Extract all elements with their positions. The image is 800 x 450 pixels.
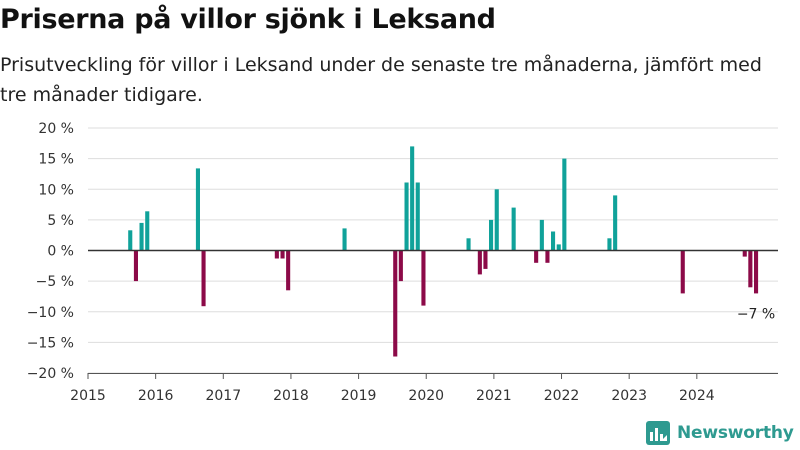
x-tick-label: 2016 (138, 388, 174, 404)
bar (195, 168, 200, 251)
bar (274, 250, 279, 259)
bar (201, 250, 206, 307)
bar (280, 250, 285, 259)
bar (742, 250, 747, 257)
bar (421, 250, 426, 306)
bar (128, 230, 133, 251)
bar (415, 182, 420, 251)
y-tick-label: 5 % (47, 213, 74, 229)
bar (145, 211, 150, 251)
y-tick-label: −20 % (27, 366, 74, 382)
x-tick-label: 2023 (611, 388, 647, 404)
bar (466, 238, 471, 251)
x-tick-label: 2022 (544, 388, 580, 404)
bar (539, 219, 544, 251)
y-tick-label: −10 % (27, 305, 74, 321)
chart-subtitle: Prisutveckling för villor i Leksand unde… (0, 54, 762, 106)
y-tick-label: −15 % (27, 335, 74, 351)
logo-text: Newsworthy (677, 423, 794, 443)
bar (754, 250, 759, 294)
y-tick-label: 10 % (38, 182, 74, 198)
bar (398, 250, 403, 282)
bar (410, 146, 415, 251)
bar (556, 244, 561, 251)
bar (489, 219, 494, 251)
latest-value-annotation: −7 % (737, 306, 775, 322)
bar (342, 228, 347, 251)
chart-title: Priserna på villor sjönk i Leksand (0, 4, 496, 35)
x-tick-label: 2024 (679, 388, 715, 404)
bar (551, 231, 556, 251)
bar (748, 250, 753, 288)
y-tick-label: −5 % (36, 274, 74, 290)
newsworthy-chart-icon (646, 421, 670, 445)
x-tick-label: 2020 (408, 388, 444, 404)
bar (483, 250, 488, 269)
bar (139, 222, 144, 251)
x-tick-label: 2015 (70, 388, 106, 404)
y-tick-label: 15 % (38, 152, 74, 168)
bar (562, 158, 567, 251)
x-tick-label: 2021 (476, 388, 512, 404)
x-tick-label: 2017 (205, 388, 241, 404)
bar (286, 250, 291, 291)
bar (680, 250, 685, 294)
y-tick-label: 20 % (38, 121, 74, 137)
bar (393, 250, 398, 357)
bar (133, 250, 138, 282)
bar (607, 238, 612, 251)
bar (511, 207, 516, 251)
chart-area: 20 % 15 % 10 % 5 % 0 % −5 % −10 % −15 % −20 % 201… (27, 121, 778, 404)
x-tick-label: 2018 (273, 388, 309, 404)
newsworthy-logo: Newsworthy (646, 421, 794, 445)
bar (613, 195, 618, 251)
bar (477, 250, 482, 275)
bar (404, 182, 409, 251)
y-tick-label: 0 % (47, 244, 74, 260)
x-tick-label: 2019 (341, 388, 377, 404)
bar (494, 189, 499, 251)
bar (534, 250, 539, 263)
bar (545, 250, 550, 263)
